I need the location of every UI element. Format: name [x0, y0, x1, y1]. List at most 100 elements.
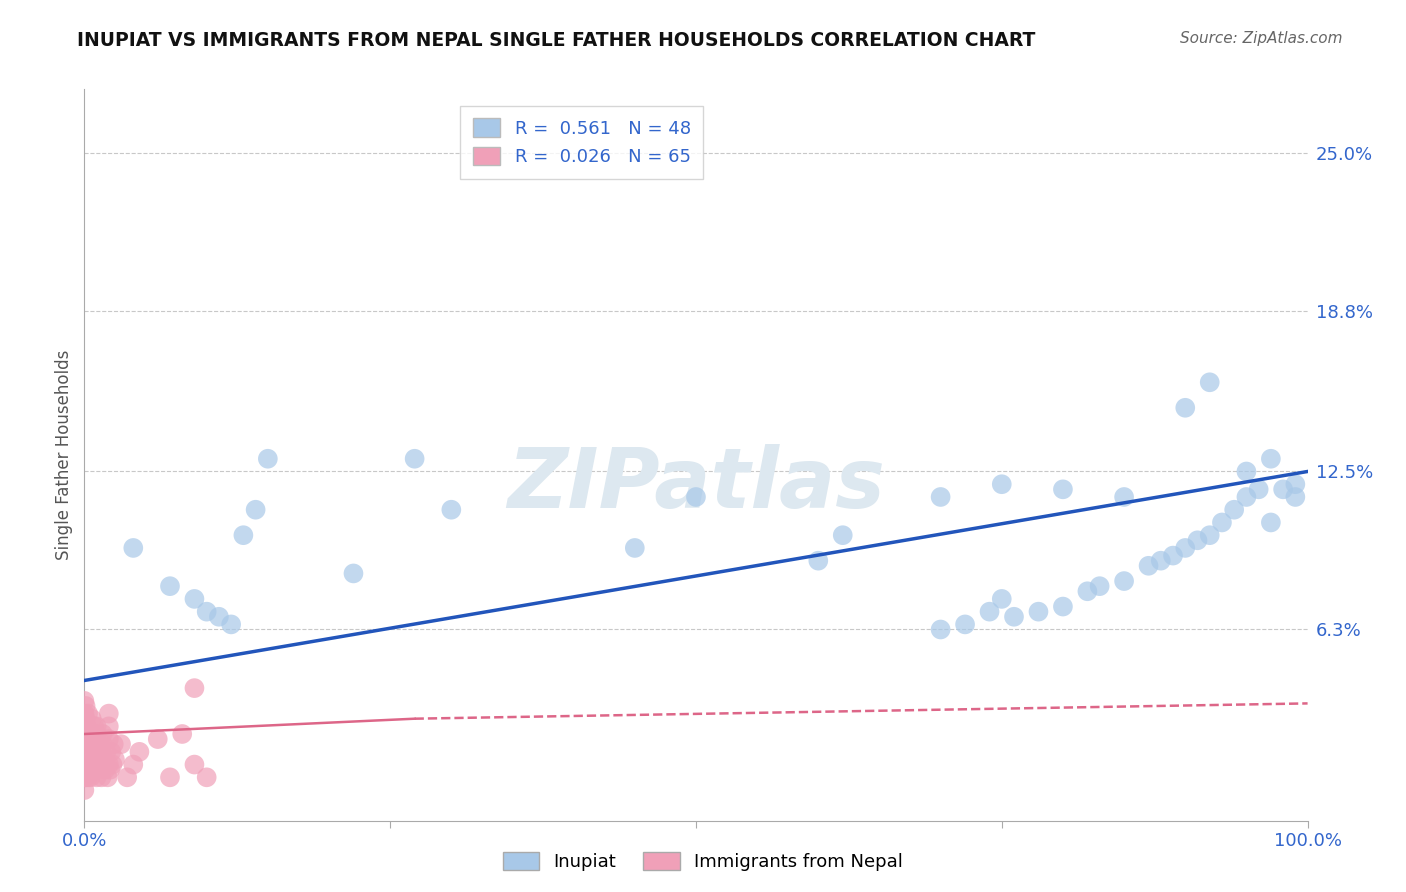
Point	[91, 727, 114, 741]
Point	[96, 745, 118, 759]
Point	[128, 745, 150, 759]
Point	[1198, 376, 1220, 390]
Point	[122, 757, 145, 772]
Point	[77, 757, 100, 772]
Point	[84, 752, 107, 766]
Point	[115, 770, 138, 784]
Point	[1260, 516, 1282, 530]
Point	[1247, 483, 1270, 497]
Point	[86, 727, 108, 741]
Point	[1161, 549, 1184, 563]
Point	[73, 770, 96, 784]
Point	[1272, 483, 1295, 497]
Point	[90, 770, 112, 784]
Point	[122, 541, 145, 555]
Point	[77, 706, 100, 721]
Point	[159, 579, 181, 593]
Point	[953, 617, 976, 632]
Point	[1114, 490, 1136, 504]
Point	[103, 737, 125, 751]
Point	[73, 732, 96, 747]
Point	[404, 451, 426, 466]
Point	[1260, 451, 1282, 466]
Point	[232, 528, 254, 542]
Point	[110, 737, 132, 751]
Text: ZIPatlas: ZIPatlas	[508, 443, 884, 524]
Point	[80, 712, 103, 726]
Point	[1028, 605, 1050, 619]
Point	[97, 706, 120, 721]
Point	[991, 477, 1014, 491]
Point	[97, 757, 120, 772]
Point	[1088, 579, 1111, 593]
Point	[83, 737, 105, 751]
Point	[73, 745, 96, 759]
Point	[98, 763, 121, 777]
Point	[1137, 558, 1160, 573]
Point	[76, 737, 98, 751]
Point	[75, 698, 97, 713]
Point	[94, 763, 117, 777]
Point	[1236, 490, 1258, 504]
Point	[183, 591, 205, 606]
Point	[75, 732, 97, 747]
Point	[1174, 401, 1197, 415]
Point	[1236, 465, 1258, 479]
Point	[979, 605, 1001, 619]
Point	[75, 712, 97, 726]
Y-axis label: Single Father Households: Single Father Households	[55, 350, 73, 560]
Point	[1002, 609, 1025, 624]
Point	[1076, 584, 1098, 599]
Point	[73, 783, 96, 797]
Point	[342, 566, 364, 581]
Point	[929, 623, 952, 637]
Point	[146, 732, 169, 747]
Point	[183, 681, 205, 695]
Point	[104, 752, 127, 766]
Point	[183, 757, 205, 772]
Point	[80, 757, 103, 772]
Point	[219, 617, 242, 632]
Text: Source: ZipAtlas.com: Source: ZipAtlas.com	[1180, 31, 1343, 46]
Point	[1211, 516, 1233, 530]
Point	[77, 745, 100, 759]
Text: INUPIAT VS IMMIGRANTS FROM NEPAL SINGLE FATHER HOUSEHOLDS CORRELATION CHART: INUPIAT VS IMMIGRANTS FROM NEPAL SINGLE …	[77, 31, 1036, 50]
Point	[73, 706, 96, 721]
Point	[195, 605, 218, 619]
Point	[1187, 533, 1209, 548]
Point	[76, 763, 98, 777]
Point	[100, 745, 122, 759]
Point	[1223, 502, 1246, 516]
Point	[831, 528, 853, 542]
Point	[991, 591, 1014, 606]
Point	[1150, 554, 1173, 568]
Point	[73, 694, 96, 708]
Point	[79, 737, 101, 751]
Point	[82, 745, 104, 759]
Point	[75, 770, 97, 784]
Point	[79, 770, 101, 784]
Point	[624, 541, 647, 555]
Point	[208, 609, 231, 624]
Point	[1052, 599, 1074, 614]
Point	[159, 770, 181, 784]
Point	[1198, 528, 1220, 542]
Point	[77, 727, 100, 741]
Point	[86, 719, 108, 733]
Point	[83, 763, 105, 777]
Point	[79, 737, 101, 751]
Point	[77, 732, 100, 747]
Point	[1174, 541, 1197, 555]
Point	[93, 752, 115, 766]
Point	[172, 727, 194, 741]
Point	[86, 770, 108, 784]
Point	[685, 490, 707, 504]
Point	[91, 737, 114, 751]
Point	[97, 770, 120, 784]
Point	[75, 757, 97, 772]
Point	[83, 719, 105, 733]
Point	[76, 719, 98, 733]
Point	[77, 770, 100, 784]
Point	[257, 451, 280, 466]
Point	[1114, 574, 1136, 588]
